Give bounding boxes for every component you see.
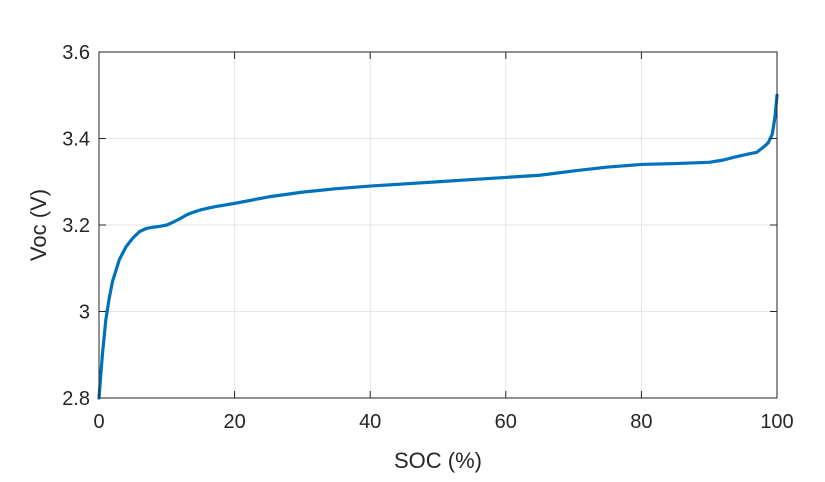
y-tick-label: 2.8 <box>62 388 90 410</box>
y-tick-label: 3.2 <box>62 215 90 237</box>
x-axis-label: SOC (%) <box>394 448 482 473</box>
y-tick-label: 3.4 <box>62 129 90 151</box>
series-layer <box>97 93 779 400</box>
x-tick-label: 100 <box>760 411 793 433</box>
y-axis-label: Voc (V) <box>26 189 51 261</box>
x-tick-label: 60 <box>495 411 517 433</box>
x-tick-label: 20 <box>223 411 245 433</box>
x-tick-labels: 0 20 40 60 80 100 <box>93 411 793 433</box>
y-tick-label: 3 <box>79 302 90 324</box>
y-tick-label: 3.6 <box>62 42 90 64</box>
x-tick-label: 80 <box>630 411 652 433</box>
x-tick-label: 40 <box>359 411 381 433</box>
y-tick-labels: 2.8 3 3.2 3.4 3.6 <box>62 42 90 410</box>
ticks <box>98 51 778 399</box>
series-line-1 <box>97 93 779 400</box>
x-tick-label: 0 <box>93 411 104 433</box>
